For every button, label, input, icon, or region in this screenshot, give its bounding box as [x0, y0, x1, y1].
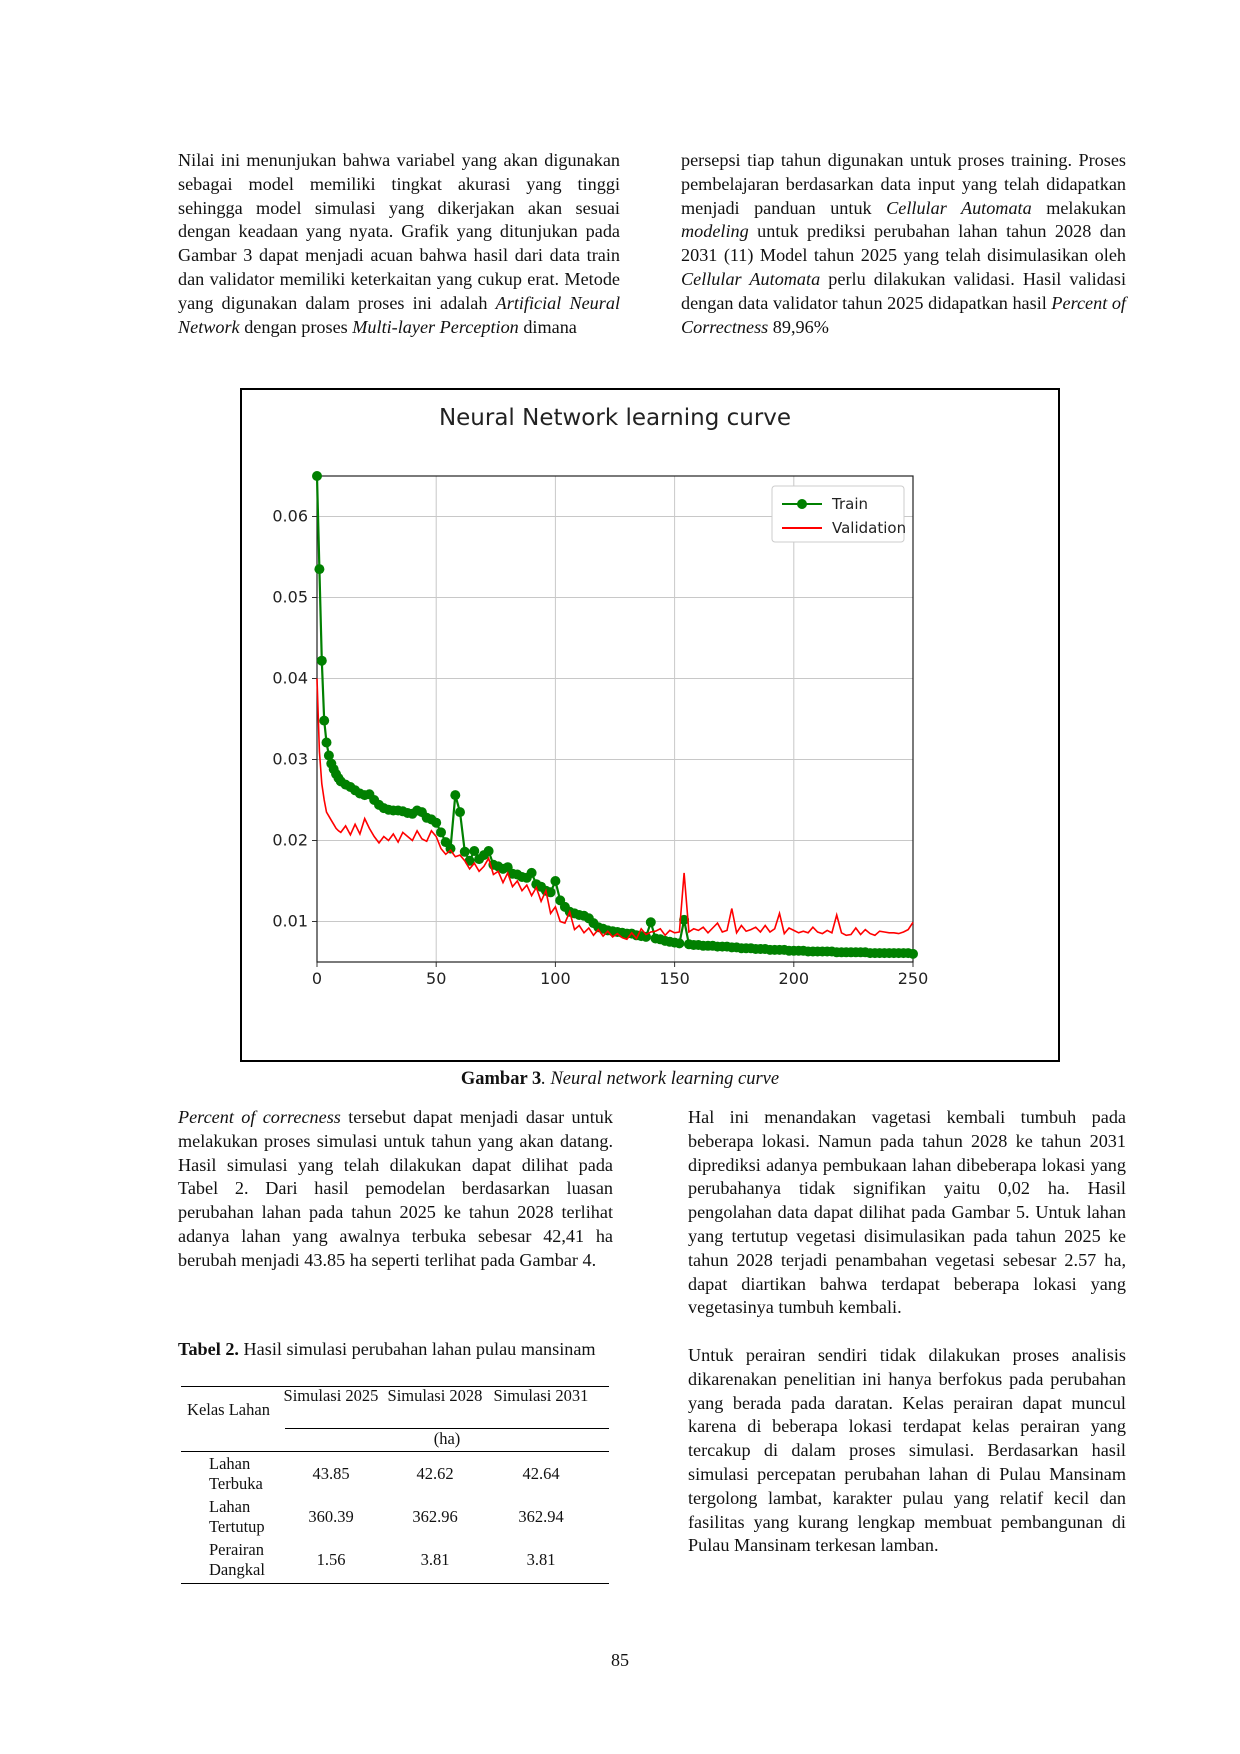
text-column-top-right: persepsi tiap tahun digunakan untuk pros…: [681, 149, 1126, 339]
table-rule-header: [285, 1428, 609, 1429]
paragraph: Hal ini menandakan vagetasi kembali tumb…: [688, 1107, 1126, 1318]
paragraph: Untuk perairan sendiri tidak dilakukan p…: [688, 1344, 1126, 1556]
text-segment: Percent of Correctness: [681, 292, 1126, 337]
table-header-col: Simulasi 2028: [387, 1386, 483, 1405]
text-segment: Artificial Neural Network: [178, 292, 620, 337]
text-segment: Nilai ini menunjukan bahwa variabel yang…: [178, 150, 620, 313]
paragraph: Percent of correcness tersebut dapat men…: [178, 1106, 613, 1273]
data-point: [445, 843, 456, 854]
data-point: [550, 876, 561, 886]
table-title-text: Hasil simulasi perubahan lahan pulau man…: [243, 1339, 596, 1359]
table-cell-kelas: Perairan Dangkal: [209, 1540, 265, 1579]
text-segment: Percent of correcness: [178, 1107, 341, 1127]
table-rule-bottom: [181, 1583, 609, 1584]
learning-curve-chart: Neural Network learning curve 0 50 100 150 20…: [272, 405, 929, 988]
x-tick-label: 250: [898, 969, 929, 988]
plot-frame: [316, 475, 914, 963]
legend-label: Validation: [832, 519, 906, 537]
data-point: [469, 846, 480, 856]
text-column-top-left: Nilai ini menunjukan bahwa variabel yang…: [178, 149, 620, 339]
x-tick-label: 0: [312, 969, 322, 988]
plot-area: [317, 476, 913, 962]
legend-marker: [797, 499, 807, 509]
table-cell-value: 3.81: [526, 1550, 556, 1569]
x-tick-label: 150: [659, 969, 690, 988]
table-cell-value: 3.81: [420, 1550, 450, 1569]
text-column-bottom-right: Hal ini menandakan vagetasi kembali tumb…: [688, 1106, 1126, 1558]
table-cell-value: 43.85: [312, 1464, 350, 1483]
data-point: [436, 827, 446, 838]
figure-learning-curve: Neural Network learning curve 0 50 100 150 20…: [240, 388, 1060, 1062]
data-point: [641, 931, 651, 942]
data-point: [483, 846, 494, 856]
caption-text: . Neural network learning curve: [541, 1069, 780, 1089]
table-rule-body: [181, 1451, 609, 1452]
x-tick-label: 50: [426, 969, 446, 988]
text-segment: melakukan: [1031, 197, 1126, 218]
data-point: [450, 790, 461, 801]
data-point: [459, 846, 470, 857]
y-tick-label: 0.02: [272, 831, 308, 850]
data-point: [316, 655, 327, 666]
text-segment: Cellular Automata: [681, 268, 821, 289]
table-cell-kelas: Lahan Terbuka: [209, 1454, 263, 1493]
table-rule-top: [181, 1386, 609, 1387]
table-unit: (ha): [433, 1429, 461, 1448]
table-label: Tabel 2.: [178, 1339, 239, 1359]
data-point: [319, 715, 330, 726]
data-point: [674, 938, 685, 949]
y-tick-label: 0.01: [272, 912, 308, 931]
text-segment: 89,96%: [768, 316, 829, 337]
data-point: [645, 917, 656, 928]
table-cell-value: 362.94: [518, 1507, 564, 1526]
data-point: [314, 564, 325, 575]
y-tick-label: 0.06: [272, 507, 308, 526]
text-segment: Multi-layer Perception: [352, 316, 519, 337]
text-segment: persepsi tiap tahun digunakan untuk pros…: [681, 150, 1126, 218]
y-tick-label: 0.05: [272, 588, 308, 607]
series-line-validation: [316, 678, 914, 941]
data-point: [321, 737, 332, 748]
legend-label: Train: [831, 495, 868, 513]
data-point: [908, 948, 918, 959]
text-segment: modeling: [681, 221, 749, 242]
data-point: [455, 807, 465, 818]
table-cell-value: 42.64: [522, 1464, 560, 1483]
table-header-col: Simulasi 2031: [493, 1386, 589, 1405]
data-point: [679, 914, 690, 925]
table-cell-value: 1.56: [316, 1550, 346, 1569]
text-segment: tersebut dapat menjadi dasar untuk melak…: [178, 1107, 613, 1270]
page-number: 85: [611, 1650, 629, 1670]
data-point: [312, 471, 322, 481]
table-cell-kelas: Lahan Tertutup: [209, 1497, 265, 1536]
data-point: [545, 887, 556, 898]
table-header-kelas: Kelas Lahan: [187, 1400, 270, 1419]
x-tick-label: 200: [779, 969, 810, 988]
text-segment: untuk prediksi perubahan lahan tahun 202…: [681, 221, 1126, 266]
paragraph: persepsi tiap tahun digunakan untuk pros…: [681, 149, 1126, 339]
data-point: [526, 867, 537, 878]
table-cell-value: 362.96: [412, 1507, 458, 1526]
text-column-bottom-left: Percent of correcness tersebut dapat men…: [178, 1106, 613, 1273]
caption-label: Gambar 3: [460, 1069, 542, 1089]
table-cell-value: 360.39: [308, 1507, 354, 1526]
table-cell-value: 42.62: [416, 1464, 454, 1483]
y-tick-label: 0.04: [272, 669, 308, 688]
text-segment: dimana: [518, 316, 577, 337]
figure-caption: Gambar 3. Neural network learning curve: [0, 1069, 1240, 1090]
data-point: [323, 750, 334, 761]
x-tick-label: 100: [540, 969, 571, 988]
y-tick-label: 0.03: [272, 750, 308, 769]
paragraph: Nilai ini menunjukan bahwa variabel yang…: [178, 149, 620, 339]
table-title: Tabel 2. Hasil simulasi perubahan lahan …: [178, 1338, 614, 1361]
chart-title: Neural Network learning curve: [439, 405, 791, 431]
table-header-col: Simulasi 2025: [283, 1386, 379, 1405]
text-segment: Cellular Automata: [886, 197, 1032, 218]
legend: Train Validation: [771, 485, 906, 543]
text-segment: dengan proses: [239, 316, 353, 337]
data-point: [431, 817, 442, 828]
text-segment: perlu dilakukan validasi. Hasil validasi…: [681, 268, 1127, 313]
plot-series: [312, 471, 918, 959]
